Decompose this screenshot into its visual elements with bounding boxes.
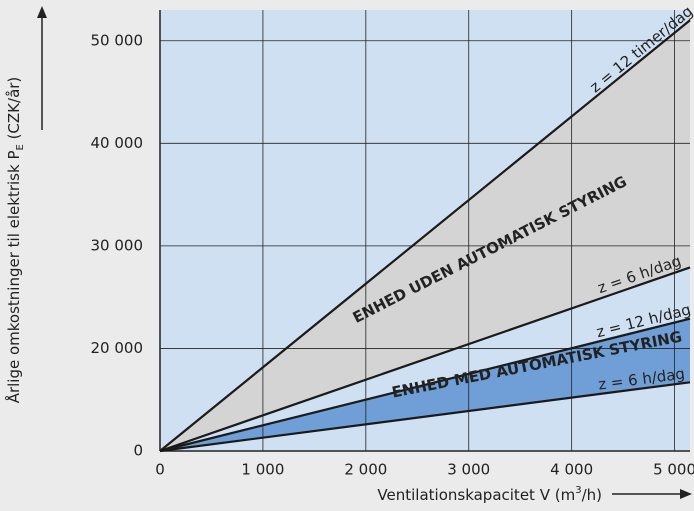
y-arrow-head (37, 6, 47, 18)
series-line (159, 381, 691, 453)
x-tick-label: 5 000 (653, 461, 694, 479)
y-tick-label: 40 000 (91, 134, 144, 152)
y-tick-label: 20 000 (91, 339, 144, 357)
y-tick-label: 30 000 (91, 236, 144, 254)
x-tick-label: 4 000 (550, 461, 593, 479)
x-tick-label: 2 000 (344, 461, 387, 479)
y-axis-label-part: E (15, 144, 26, 150)
y-tick-label: 0 (133, 442, 143, 460)
y-axis-label: Årlige omkostninger til elektrisk PE (CZ… (4, 77, 26, 404)
y-axis-label-part: (CZK/år) (5, 77, 23, 144)
x-tick-label: 0 (155, 461, 165, 479)
series-line (159, 19, 691, 452)
x-tick-label: 3 000 (447, 461, 490, 479)
x-axis-label-part: /h) (582, 486, 602, 504)
y-tick-label: 50 000 (91, 31, 144, 49)
x-axis-label: Ventilationskapacitet V (m3/h) (377, 485, 602, 504)
x-tick-label: 1 000 (241, 461, 284, 479)
x-arrow-head (680, 489, 692, 499)
x-axis-label-part: 3 (575, 485, 581, 496)
series-line (159, 266, 691, 453)
y-axis-label-part: Årlige omkostninger til elektrisk P (4, 151, 23, 404)
series-line (159, 317, 691, 453)
x-axis-label-part: Ventilationskapacitet V (m (377, 486, 575, 504)
